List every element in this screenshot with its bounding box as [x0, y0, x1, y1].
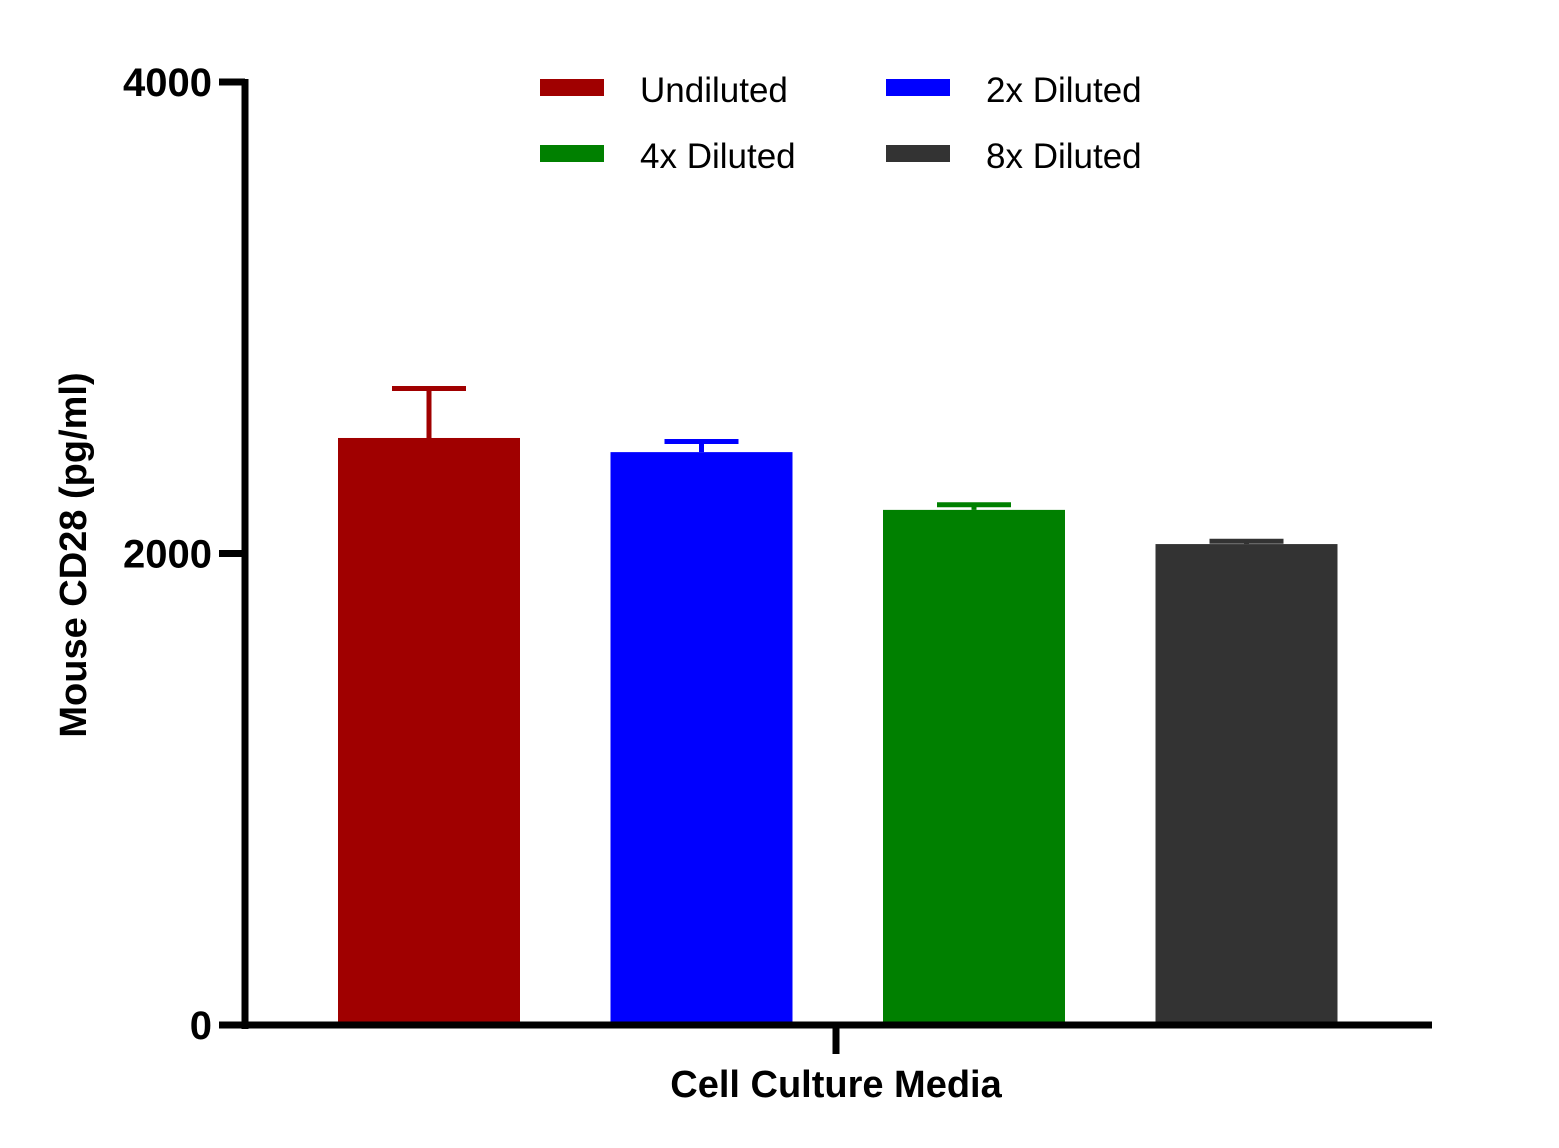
error-bar-2x-diluted: [664, 439, 739, 453]
legend-label: 8x Diluted: [986, 137, 1142, 176]
bar-8x-diluted: [1155, 544, 1338, 1025]
error-bar-8x-diluted: [1209, 538, 1284, 545]
bars-group: [338, 437, 1338, 1026]
error-bar-4x-diluted: [937, 502, 1011, 510]
legend-item-4x-diluted: 4x Diluted: [540, 137, 796, 176]
bar-undiluted: [338, 437, 520, 1025]
legend-label: 4x Diluted: [640, 137, 796, 176]
y-axis-title: Mouse CD28 (pg/ml): [53, 372, 95, 737]
y-tick-label: 2000: [123, 533, 212, 577]
legend-swatch: [540, 145, 604, 162]
error-bars-group: [392, 385, 1284, 545]
legend-item-2x-diluted: 2x Diluted: [886, 71, 1142, 110]
x-axis-title: Cell Culture Media: [670, 1064, 1002, 1106]
error-bar-undiluted: [392, 385, 466, 438]
axes-group: 0 2000 4000: [123, 61, 1432, 1054]
legend-label: 2x Diluted: [986, 71, 1142, 110]
legend-label: Undiluted: [640, 71, 788, 110]
legend-swatch: [540, 79, 604, 96]
bar-2x-diluted: [610, 452, 793, 1025]
legend-swatch: [886, 79, 950, 96]
y-tick-label: 0: [190, 1004, 212, 1048]
legend-swatch: [886, 145, 950, 162]
legend: Undiluted 2x Diluted 4x Diluted 8x Diluted: [540, 71, 1142, 176]
legend-item-undiluted: Undiluted: [540, 71, 788, 110]
legend-item-8x-diluted: 8x Diluted: [886, 137, 1142, 176]
y-tick-label: 4000: [123, 61, 212, 105]
bar-4x-diluted: [883, 509, 1065, 1026]
